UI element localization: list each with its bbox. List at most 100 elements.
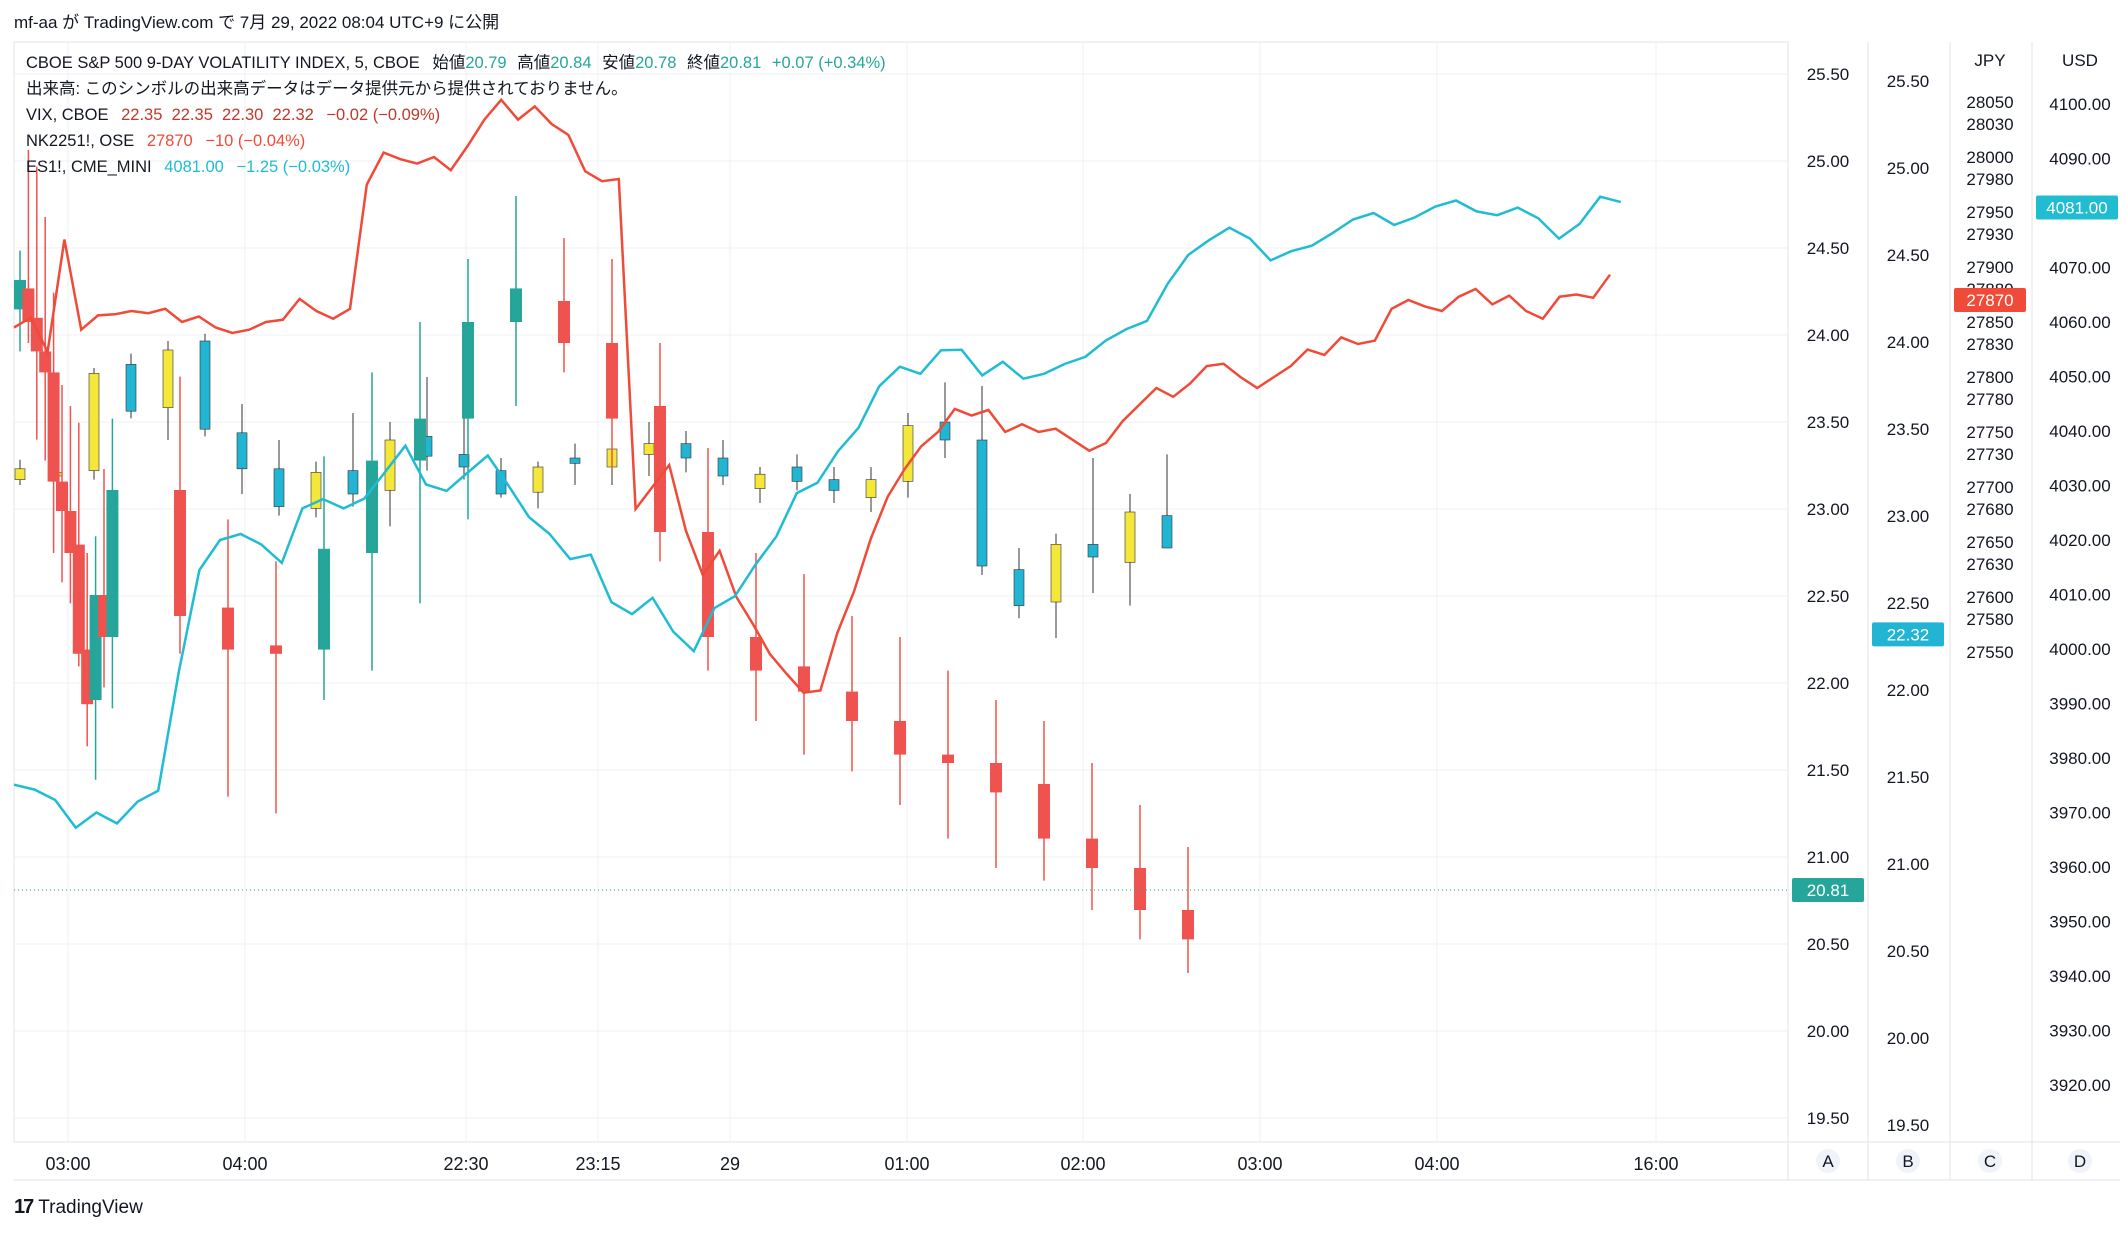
axis-b-letter: B xyxy=(1902,1152,1913,1171)
main-candle xyxy=(56,481,68,511)
main-candles xyxy=(14,149,1194,973)
axis-d-tick: 4000.00 xyxy=(2049,640,2110,659)
time-tick: 03:00 xyxy=(1237,1154,1282,1174)
axis-a-price-marker-bg xyxy=(1792,878,1864,903)
axis-a-tick: 23.50 xyxy=(1807,413,1850,432)
axis-a-tick: 21.00 xyxy=(1807,848,1850,867)
time-tick: 29 xyxy=(720,1154,740,1174)
axis-c-tick: 27680 xyxy=(1966,500,2013,519)
legend-low-value: 20.78 xyxy=(635,54,677,72)
axis-d-unit: USD xyxy=(2062,51,2098,70)
vix-candle xyxy=(939,421,951,441)
axis-d-tick: 3990.00 xyxy=(2049,695,2110,714)
es-line-path xyxy=(13,195,1622,830)
vix-candle xyxy=(754,473,766,489)
vix-candle xyxy=(717,457,729,477)
axis-c-tick: 28030 xyxy=(1966,115,2013,134)
legend-nk[interactable]: NK2251!, OSE 27870 −10 (−0.04%) xyxy=(26,128,886,154)
axis-b-tick: 21.50 xyxy=(1887,768,1930,787)
axis-a-tick: 21.50 xyxy=(1807,761,1850,780)
vix-candle xyxy=(347,470,359,495)
time-tick: 03:00 xyxy=(45,1154,90,1174)
axis-c-unit: JPY xyxy=(1974,51,2005,70)
main-candle xyxy=(366,460,378,553)
axis-c-badge xyxy=(1978,1149,2002,1173)
time-tick: 04:00 xyxy=(1414,1154,1459,1174)
axis-a-tick: 25.50 xyxy=(1807,65,1850,84)
main-candle xyxy=(270,645,282,654)
vix-candle xyxy=(680,443,692,459)
main-candle xyxy=(318,548,330,650)
grid xyxy=(14,42,1788,1142)
axis-c-tick: 27950 xyxy=(1966,203,2013,222)
time-tick: 23:15 xyxy=(575,1154,620,1174)
legend-es-change: −1.25 (−0.03%) xyxy=(236,158,351,176)
chart-frame xyxy=(13,41,2120,1181)
main-candle xyxy=(174,490,186,616)
legend-main[interactable]: CBOE S&P 500 9-DAY VOLATILITY INDEX, 5, … xyxy=(26,50,886,76)
vix-candle xyxy=(236,432,248,470)
axis-d-tick: 4060.00 xyxy=(2049,313,2110,332)
axis-d-tick: 3970.00 xyxy=(2049,804,2110,823)
price-axes[interactable]: 25.50 25.00 24.50 24.00 23.50 23.00 22.50 22.00… xyxy=(1792,51,2118,1173)
axis-c-price-marker-bg xyxy=(1954,288,2026,312)
axis-a-price-marker: 20.81 xyxy=(1807,881,1850,900)
axis-a-tick: 20.50 xyxy=(1807,935,1850,954)
vix-candle xyxy=(88,373,100,471)
legend-volume-note: 出来高: このシンボルの出来高データはデータ提供元から提供されておりません。 xyxy=(26,80,628,98)
legend-nk-symbol[interactable]: NK2251!, OSE xyxy=(26,132,135,150)
legend-low-label: 安値 xyxy=(602,54,636,72)
main-candle xyxy=(64,511,77,553)
axis-c-tick: 27630 xyxy=(1966,555,2013,574)
time-axis[interactable]: 03:00 04:00 22:30 23:15 29 01:00 02:00 03:00 04:… xyxy=(45,1154,1678,1174)
axis-d-tick: 3960.00 xyxy=(2049,858,2110,877)
footer-brand[interactable]: 17 TradingView xyxy=(14,1196,143,1219)
time-tick: 22:30 xyxy=(443,1154,488,1174)
axis-c-tick: 27800 xyxy=(1966,368,2013,387)
legend-open-label: 始値 xyxy=(432,54,466,72)
legend-vix-symbol[interactable]: VIX, CBOE xyxy=(26,106,109,124)
legend-main-symbol[interactable]: CBOE S&P 500 9-DAY VOLATILITY INDEX, 5, … xyxy=(26,54,420,72)
legend-vix-values: 22.35 22.35 22.30 22.32 xyxy=(121,106,314,124)
vix-candles xyxy=(14,333,1173,638)
axis-c-tick: 27600 xyxy=(1966,588,2013,607)
publish-info: mf-aa が TradingView.com で 7月 29, 2022 08… xyxy=(14,13,500,32)
axis-b-price-marker: 22.32 xyxy=(1887,625,1930,644)
legend-es-symbol[interactable]: ES1!, CME_MINI xyxy=(26,158,152,176)
main-candle xyxy=(1182,910,1194,940)
axis-b-tick: 23.50 xyxy=(1887,420,1930,439)
axis-a-tick: 19.50 xyxy=(1807,1109,1850,1128)
vix-candle xyxy=(199,340,211,430)
legend-close-label: 終値 xyxy=(686,54,720,72)
main-candle xyxy=(72,544,85,654)
vix-candle xyxy=(273,468,285,507)
axis-a-badge xyxy=(1816,1149,1840,1173)
legend-high-value: 20.84 xyxy=(550,54,592,72)
axis-b-tick: 22.00 xyxy=(1887,681,1930,700)
legend: CBOE S&P 500 9-DAY VOLATILITY INDEX, 5, … xyxy=(26,50,886,180)
axis-c-letter: C xyxy=(1984,1152,1996,1171)
axis-a-tick: 22.00 xyxy=(1807,674,1850,693)
axis-c-tick: 27850 xyxy=(1966,313,2013,332)
vix-candle xyxy=(1161,515,1173,549)
legend-vix[interactable]: VIX, CBOE 22.35 22.35 22.30 22.32 −0.02 … xyxy=(26,102,886,128)
main-candle xyxy=(798,666,810,692)
axis-d-tick: 4010.00 xyxy=(2049,586,2110,605)
axis-c-tick: 27550 xyxy=(1966,643,2013,662)
axis-d-tick: 4020.00 xyxy=(2049,531,2110,550)
vix-candle xyxy=(791,466,803,482)
axis-a-letter: A xyxy=(1822,1152,1834,1171)
vix-candle xyxy=(532,466,544,493)
legend-close-value: 20.81 xyxy=(719,54,762,72)
main-candle xyxy=(990,763,1002,793)
axis-d-badge xyxy=(2068,1149,2092,1173)
vix-candle xyxy=(1087,544,1099,558)
nk-line xyxy=(13,97,1612,695)
axis-d-tick: 3920.00 xyxy=(2049,1076,2110,1095)
legend-nk-value: 27870 xyxy=(146,132,193,150)
axis-b-tick: 22.50 xyxy=(1887,594,1930,613)
main-candle xyxy=(1086,838,1098,868)
main-candle xyxy=(942,754,954,763)
legend-es[interactable]: ES1!, CME_MINI 4081.00 −1.25 (−0.03%) xyxy=(26,154,886,180)
